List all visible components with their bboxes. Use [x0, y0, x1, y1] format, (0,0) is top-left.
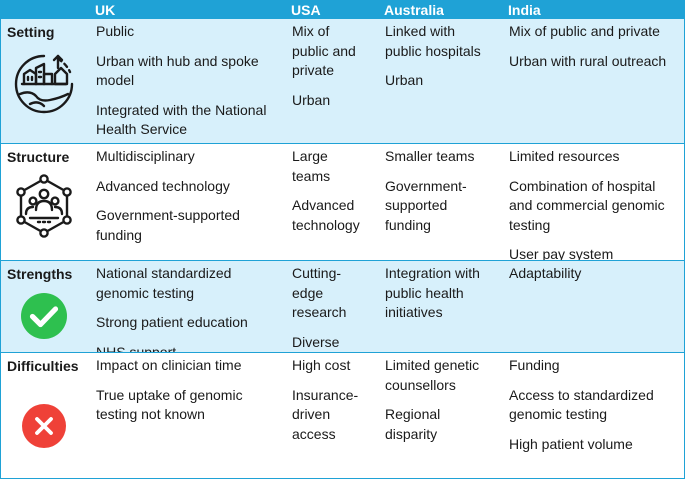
cell-item: Government-supported funding	[385, 177, 467, 233]
cell-item: Linked with public hospitals	[385, 23, 481, 59]
cell-item: Limited resources	[509, 148, 620, 164]
row-label-setting-text: Setting	[7, 24, 55, 40]
header-empty-cell	[0, 0, 88, 19]
cell-setting-uk: Public Urban with hub and spoke model Inte…	[88, 19, 284, 143]
cell-item: Public	[96, 23, 135, 39]
cell-difficulties-australia: Limited genetic counsellors Regional disp…	[377, 352, 501, 479]
cell-setting-usa: Mix of public and private Urban	[284, 19, 377, 143]
cell-structure-uk: Multidisciplinary Advanced technology Gove…	[88, 143, 284, 260]
difficulties-icon-wrap	[0, 403, 88, 449]
header-india: India	[501, 0, 685, 19]
x-circle-icon	[22, 404, 66, 448]
cell-item: Integrated with the National Health Serv…	[96, 101, 267, 138]
header-usa: USA	[284, 0, 377, 19]
cell-structure-australia: Smaller teams Government-supported fundin…	[377, 143, 501, 260]
cell-item: Access to standardized genomic testing	[509, 386, 654, 423]
cell-setting-australia: Linked with public hospitals Urban	[377, 19, 501, 143]
cell-strengths-india: Adaptability	[501, 260, 685, 352]
cell-item: Multidisciplinary	[96, 148, 195, 164]
team-network-icon	[16, 174, 72, 238]
cell-structure-usa: Large teams Advanced technology	[284, 143, 377, 260]
check-circle-icon	[21, 293, 67, 339]
cell-item: Government-supported funding	[96, 207, 240, 243]
cell-strengths-uk: National standardized genomic testing Str…	[88, 260, 284, 360]
cell-item: Regional disparity	[385, 406, 441, 442]
city-globe-icon	[14, 54, 74, 114]
cell-item: National standardized genomic testing	[96, 265, 232, 301]
cell-difficulties-usa: High cost Insurance-driven access	[284, 352, 377, 479]
cell-item: Mix of public and private	[292, 23, 356, 78]
cell-item: Mix of public and private	[509, 23, 660, 39]
cell-difficulties-uk: Impact on clinician time True uptake of g…	[88, 352, 284, 479]
cell-item: Advanced technology	[96, 177, 230, 194]
cell-item: Urban with hub and spoke model	[96, 52, 259, 89]
cell-item: User pay system	[509, 246, 614, 262]
cell-structure-india: Limited resources Combination of hospital…	[501, 143, 685, 262]
cell-item: Large teams	[292, 148, 331, 184]
cell-item: Advanced technology	[292, 197, 360, 233]
cell-item: Funding	[509, 357, 560, 373]
cell-setting-india: Mix of public and private Urban with rura…	[501, 19, 685, 143]
cell-item: Strong patient education	[96, 314, 248, 330]
cell-difficulties-india: Funding Access to standardized genomic te…	[501, 352, 685, 479]
cell-item: High cost	[292, 357, 351, 373]
row-label-strengths-text: Strengths	[7, 266, 73, 282]
cell-strengths-australia: Integration with public health initiativ…	[377, 260, 501, 352]
structure-icon-wrap	[0, 174, 88, 238]
cell-item: Insurance-driven access	[292, 386, 359, 442]
cell-item: Adaptability	[509, 265, 582, 281]
row-label-structure-text: Structure	[7, 149, 70, 165]
cell-item: High patient volume	[509, 435, 633, 452]
cell-item: Smaller teams	[385, 148, 475, 164]
strengths-icon-wrap	[0, 292, 88, 340]
cell-item: Urban with rural outreach	[509, 52, 667, 69]
header-uk: UK	[88, 0, 284, 19]
cell-item: Integration with public health initiativ…	[385, 265, 480, 320]
setting-icon-wrap	[0, 50, 88, 118]
cell-item: Cutting-edge research	[292, 265, 347, 320]
cell-item: True uptake of genomic testing not known	[96, 386, 243, 423]
cell-item: Impact on clinician time	[96, 357, 242, 373]
cell-item: Urban	[292, 91, 331, 108]
cell-item: Limited genetic counsellors	[385, 357, 480, 393]
header-australia: Australia	[377, 0, 501, 19]
cell-item: Combination of hospital and commercial g…	[509, 177, 665, 233]
cell-item: Urban	[385, 72, 424, 88]
row-label-difficulties-text: Difficulties	[7, 358, 79, 374]
